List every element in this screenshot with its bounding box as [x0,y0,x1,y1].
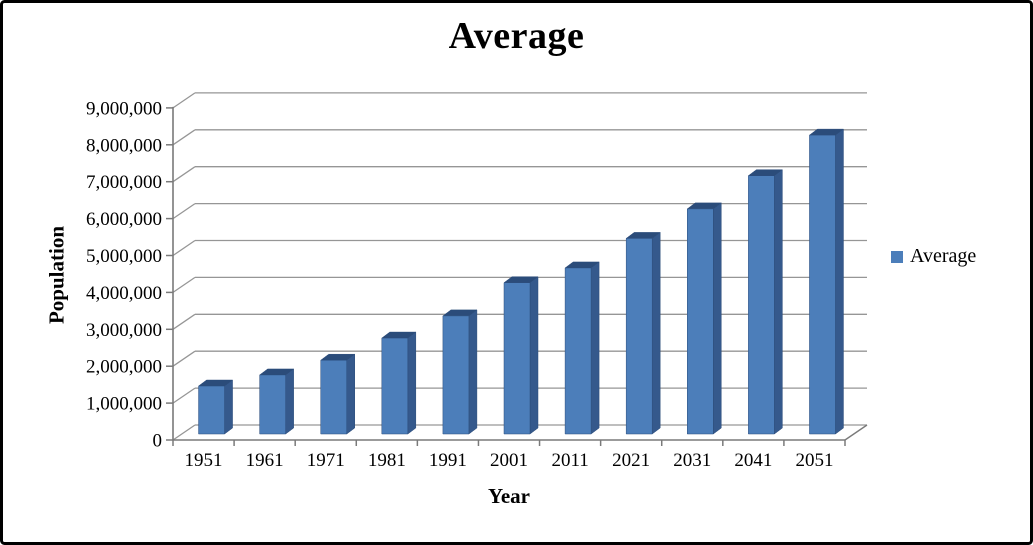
x-tick-label: 1991 [429,450,467,471]
bar-front-face [381,337,409,435]
bar-front-face [320,359,347,435]
x-tick-label: 1951 [185,450,223,471]
gridline-side-connector [172,203,196,220]
x-tick-label: 2001 [490,450,528,471]
bar-2051 [808,128,845,435]
gridline-side-connector [172,239,196,257]
bar-side-face [713,202,722,435]
x-tick-label: 1981 [368,450,406,471]
y-tick-label: 6,000,000 [86,209,162,230]
gridline-side-connector [172,166,196,183]
bar-side-face [651,231,661,435]
x-tick-label: 2011 [551,450,588,471]
legend: Average [891,245,976,268]
legend-swatch-icon [891,250,903,263]
bar-front-face [564,267,592,435]
x-axis-title: Year [488,484,530,508]
x-tick-label: 2021 [612,450,650,471]
bar-2011 [564,261,600,435]
legend-label: Average [910,245,977,267]
bar-front-face [259,374,286,435]
bar-side-face [346,353,355,435]
bar-2001 [503,276,539,435]
y-tick-label: 2,000,000 [86,357,162,378]
bar-2031 [686,202,723,435]
y-tick-label: 9,000,000 [86,98,162,119]
bar-front-face [442,315,470,435]
gridline-side-connector [172,424,196,441]
x-tick-label: 2041 [734,450,772,471]
y-tick-label: 3,000,000 [86,320,162,341]
bar-side-face [224,379,233,435]
gridline-side-connector [172,92,196,109]
bar-front-face [687,208,714,435]
y-axis-title: Population [44,225,69,325]
floor-right-edge [844,424,868,441]
bar-front-face [748,175,775,435]
bar-front-face [625,238,653,435]
bar-side-face [468,309,478,435]
bar-2021 [625,231,661,435]
bar-side-face [285,368,294,435]
bar-1971 [319,353,356,435]
y-tick-label: 1,000,000 [86,394,162,415]
x-tick-label: 2031 [673,450,711,471]
gridline-side-connector [172,276,196,293]
bar-1991 [442,309,478,435]
gridline-side-connector [172,313,196,330]
x-tick-label: 1961 [246,450,284,471]
y-tick-label: 4,000,000 [86,283,162,304]
bar-side-face [835,128,844,435]
y-tick-label: 5,000,000 [86,246,162,267]
bar-1951 [197,379,234,435]
gridline-side-connector [172,350,196,367]
gridline-side-connector [172,387,196,404]
bar-front-face [809,134,836,435]
bar-front-face [503,282,531,435]
bar-side-face [529,276,539,435]
y-tick-label: 0 [153,431,163,452]
y-tick-label: 7,000,000 [86,172,162,193]
bar-side-face [407,331,417,435]
chart-title: Average [448,15,585,57]
bar-side-face [590,261,600,435]
x-tick-label: 2051 [795,450,833,471]
bar-side-face [774,169,783,435]
bar-1981 [381,331,417,435]
x-tick-label: 1971 [307,450,345,471]
y-tick-label: 8,000,000 [86,135,162,156]
gridline-side-connector [172,129,196,146]
bar-2041 [747,169,784,435]
bar-front-face [198,385,225,435]
bar-1961 [258,368,295,435]
